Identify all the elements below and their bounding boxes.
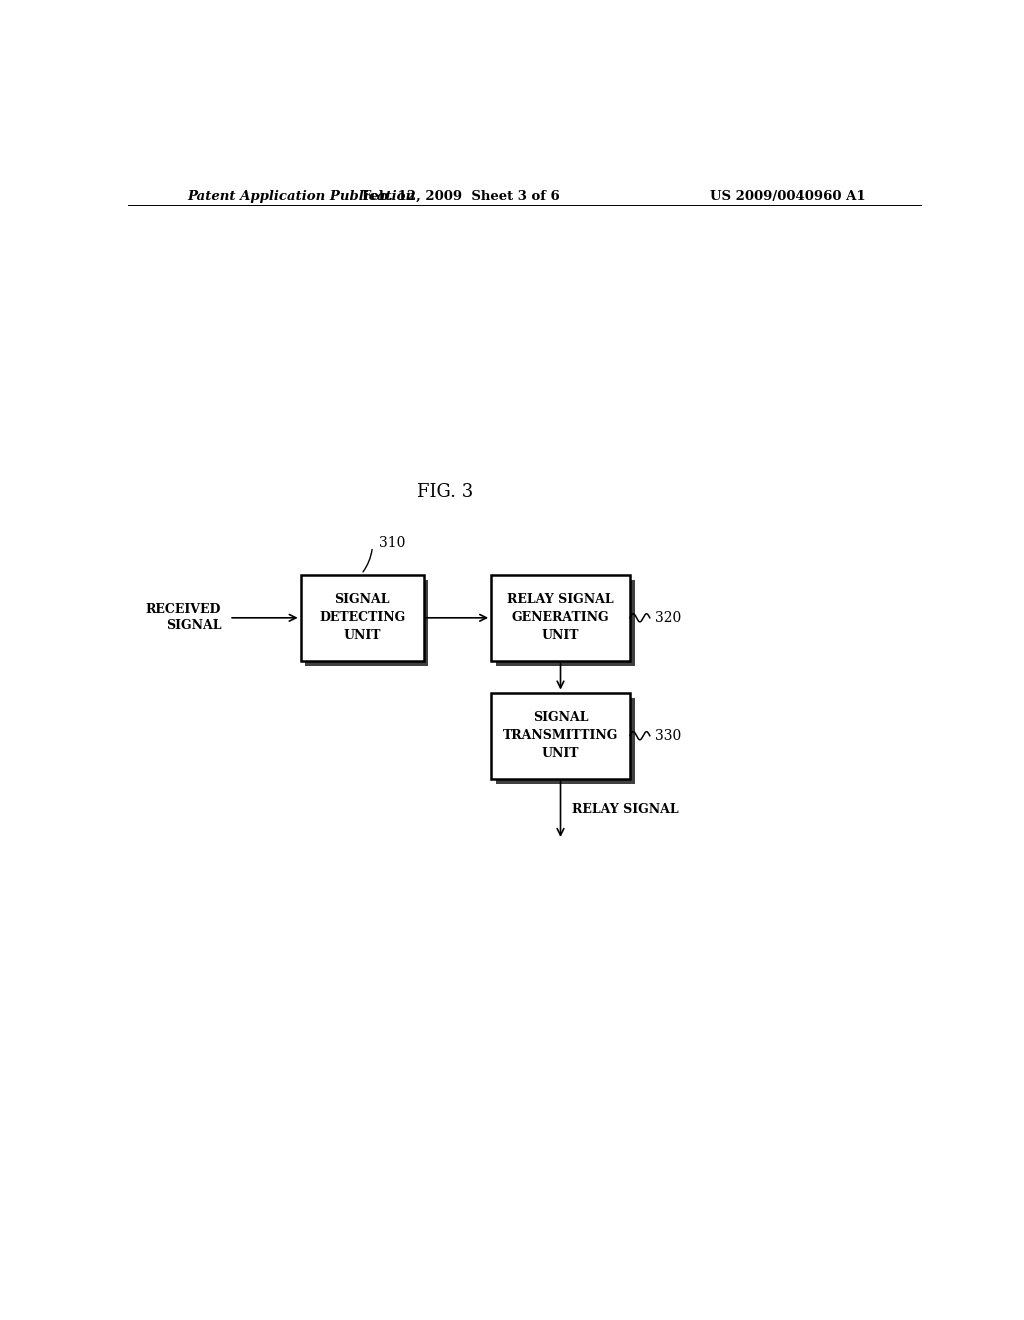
Text: RECEIVED
SIGNAL: RECEIVED SIGNAL — [145, 603, 221, 632]
Bar — [301, 574, 424, 661]
Bar — [496, 697, 635, 784]
Text: SIGNAL
DETECTING
UNIT: SIGNAL DETECTING UNIT — [319, 593, 406, 643]
Text: Feb. 12, 2009  Sheet 3 of 6: Feb. 12, 2009 Sheet 3 of 6 — [362, 190, 560, 202]
Text: RELAY SIGNAL: RELAY SIGNAL — [572, 803, 679, 816]
Text: Patent Application Publication: Patent Application Publication — [187, 190, 416, 202]
Bar — [496, 579, 635, 667]
Bar — [305, 579, 428, 667]
Text: 330: 330 — [655, 729, 682, 743]
Text: 310: 310 — [379, 536, 406, 549]
Text: SIGNAL
TRANSMITTING
UNIT: SIGNAL TRANSMITTING UNIT — [503, 711, 618, 760]
Text: 320: 320 — [655, 611, 682, 624]
Bar — [492, 693, 630, 779]
Text: US 2009/0040960 A1: US 2009/0040960 A1 — [711, 190, 866, 202]
Bar — [492, 574, 630, 661]
Text: FIG. 3: FIG. 3 — [418, 483, 473, 500]
Text: RELAY SIGNAL
GENERATING
UNIT: RELAY SIGNAL GENERATING UNIT — [507, 593, 613, 643]
